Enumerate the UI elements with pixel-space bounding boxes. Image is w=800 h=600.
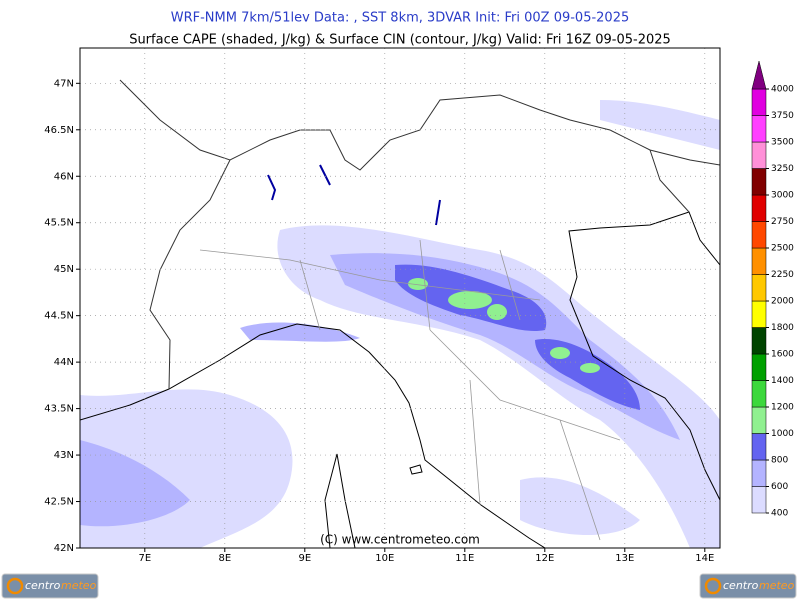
footer [0,566,800,600]
colorbar-band [751,380,767,408]
logo-box [699,573,797,599]
cape-area [520,477,640,535]
logo-text: meteo [759,579,795,592]
national-border [649,149,690,213]
colorbar-band [751,353,767,381]
lat-tick-label: 43.5N [44,404,74,415]
graticule: 42N 42.5N 43N 43.5N 44N 44.5N 45N 45.5N 46N 46.5N… [44,48,720,564]
logo-box [1,573,99,599]
colorbar-band [751,194,767,222]
colorbar-band [751,274,767,302]
cape-area [240,322,360,342]
colorbar-band [751,300,767,328]
lat-tick-label: 42N [54,543,74,554]
cape-area [580,363,600,373]
cape-area [487,304,507,320]
logo: centro meteo [1,573,99,599]
cape-area [448,291,492,309]
colorbar-label: 800 [771,456,788,466]
colorbar-label: 1000 [771,429,794,439]
colorbar-band [751,221,767,249]
colorbar-label: 2750 [771,217,794,227]
colorbar-label: 4000 [771,85,794,95]
logo-text: centro [723,579,759,592]
colorbar-band [751,327,767,355]
cape-area [600,100,720,150]
subtitle: Surface CAPE (shaded, J/kg) & Surface CI… [129,33,671,48]
cape-area [277,225,720,548]
lon-tick-label: 10E [375,553,394,564]
credit: (C) www.centrometeo.com [320,533,480,547]
colorbar-band [751,486,767,514]
lat-tick-label: 47N [54,78,74,89]
lat-tick-label: 42.5N [44,497,74,508]
cape-shading [80,100,720,548]
logo-text: meteo [61,579,97,592]
lon-tick-label: 14E [695,553,714,564]
lon-tick-label: 7E [138,553,151,564]
colorbar-band [751,168,767,196]
colorbar-label: 3500 [771,138,794,148]
lat-tick-label: 46.5N [44,125,74,136]
colorbar-label: 1600 [771,350,794,360]
colorbar-label: 2250 [771,270,794,280]
lat-tick-label: 45N [54,264,74,275]
colorbar-band [751,433,767,461]
colorbar-band [751,88,767,116]
colorbar-extension [751,60,767,90]
coastline [324,453,356,548]
lon-tick-label: 12E [535,553,554,564]
lon-tick-label: 13E [615,553,634,564]
colorbar-label: 1400 [771,376,794,386]
colorbar-band [751,247,767,275]
title: WRF-NMM 7km/51lev Data: , SST 8km, 3DVAR… [171,11,630,26]
colorbar-label: 1800 [771,323,794,333]
logo-icon [6,577,24,595]
colorbar-label: 3750 [771,111,794,121]
cape-area [550,347,570,359]
regional-border [199,239,621,541]
cape-area [408,278,428,290]
colorbar-label: 1200 [771,403,794,413]
lon-tick-label: 9E [298,553,311,564]
lat-tick-label: 43N [54,450,74,461]
colorbar-label: 3000 [771,191,794,201]
colorbar-label: 400 [771,509,788,519]
colorbar-band [751,406,767,434]
colorbar: 400 600 800 1000 1200 1400 1600 1800 2000 2250 250… [751,60,794,519]
lake [267,164,441,226]
coastline [568,211,720,501]
colorbar-band [751,141,767,169]
national-border [149,159,231,390]
lat-tick-label: 46N [54,171,74,182]
lon-tick-label: 8E [218,553,231,564]
logo-icon [704,577,722,595]
colorbar-band [751,115,767,143]
colorbar-band [751,459,767,487]
coastline [80,323,546,548]
logo: centro meteo [699,573,797,599]
map-frame [79,47,721,549]
lat-tick-label: 44.5N [44,311,74,322]
lon-tick-label: 11E [455,553,474,564]
cape-area [330,253,680,440]
logo-text: centro [25,579,61,592]
colorbar-label: 2000 [771,297,794,307]
island [409,464,423,475]
cape-area [80,440,190,527]
colorbar-label: 3250 [771,164,794,174]
lat-tick-label: 44N [54,357,74,368]
colorbar-label: 2500 [771,244,794,254]
colorbar-label: 600 [771,482,788,492]
lat-tick-label: 45.5N [44,218,74,229]
